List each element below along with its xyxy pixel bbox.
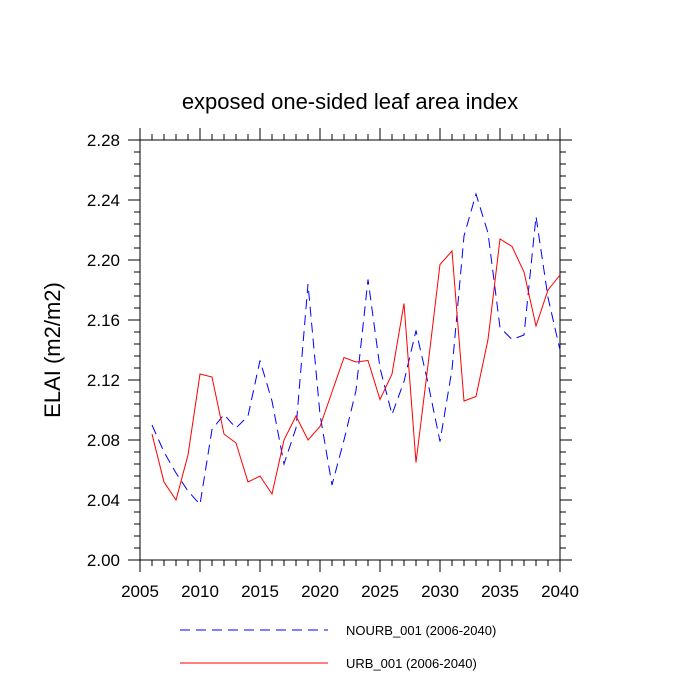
y-tick-label: 2.28 <box>87 131 120 150</box>
x-tick-label: 2020 <box>301 582 339 601</box>
plot-frame <box>139 139 561 561</box>
y-tick-label: 2.24 <box>87 191 120 210</box>
x-tick-label: 2025 <box>361 582 399 601</box>
y-tick-label: 2.04 <box>87 491 120 510</box>
plot-area: 2005 2010 2015 2020 2025 2030 2035 2040 2.00 2.04… <box>87 128 579 601</box>
series-line-nourb <box>151 192 561 506</box>
y-tick-label: 2.00 <box>87 551 120 570</box>
y-axis-label: ELAI (m2/m2) <box>40 282 65 418</box>
series-line-urb <box>151 238 561 502</box>
chart-title: exposed one-sided leaf area index <box>182 89 518 114</box>
y-tick-label: 2.12 <box>87 371 120 390</box>
x-tick-label: 2035 <box>481 582 519 601</box>
legend-label-urb: URB_001 (2006-2040) <box>346 656 477 671</box>
x-tick-label: 2040 <box>541 582 579 601</box>
x-tick-label: 2010 <box>181 582 219 601</box>
y-tick-label: 2.08 <box>87 431 120 450</box>
x-tick-label: 2030 <box>421 582 459 601</box>
x-tick-label: 2015 <box>241 582 279 601</box>
legend-label-nourb: NOURB_001 (2006-2040) <box>346 623 496 638</box>
legend: NOURB_001 (2006-2040) URB_001 (2006-2040) <box>180 623 496 671</box>
x-tick-label: 2005 <box>121 582 159 601</box>
y-tick-label: 2.20 <box>87 251 120 270</box>
y-tick-label: 2.16 <box>87 311 120 330</box>
